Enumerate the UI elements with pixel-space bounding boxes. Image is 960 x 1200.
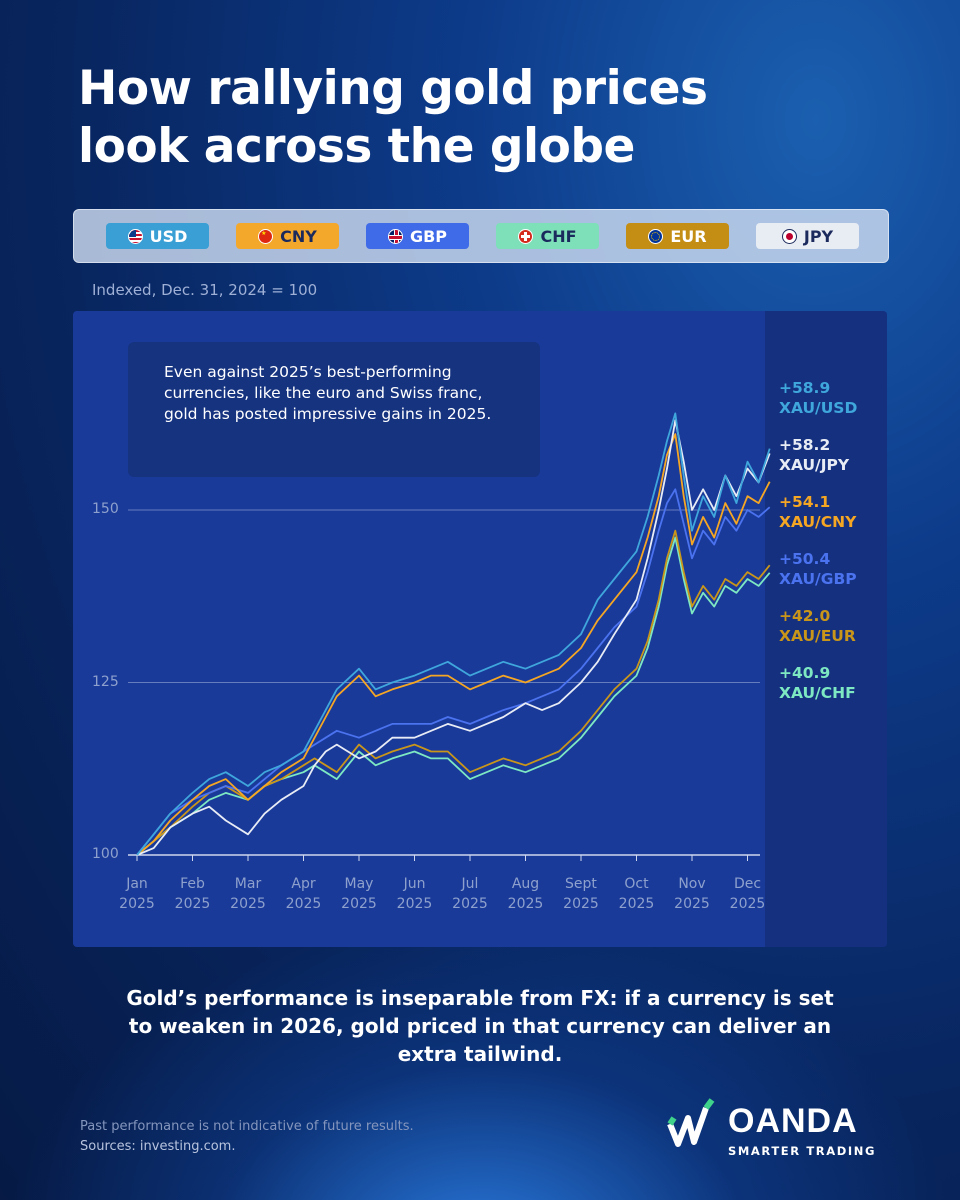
end-label-xau-cny: +54.1 XAU/CNY (779, 492, 856, 532)
end-value: +50.4 (779, 550, 831, 568)
end-value: +42.0 (779, 607, 831, 625)
series-line-xau-gbp (136, 488, 771, 856)
disclaimer-text: Past performance is not indicative of fu… (80, 1119, 414, 1134)
y-tick-label: 125 (92, 673, 119, 690)
series-name: XAU/CNY (779, 513, 857, 531)
page-title: How rallying gold prices look across the… (78, 60, 878, 176)
legend-chip-eur[interactable]: EUR (626, 223, 729, 249)
y-tick-label: 100 (92, 846, 119, 862)
chart-end-labels-panel (765, 311, 887, 947)
series-name: XAU/JPY (779, 456, 850, 474)
logo-wordmark: OANDA (728, 1102, 858, 1140)
legend-label: CHF (540, 226, 577, 246)
series-line-xau-eur (136, 529, 771, 856)
logo-tagline: SMARTER TRADING (728, 1144, 877, 1158)
series-line-xau-chf (136, 536, 771, 856)
legend-chip-cny[interactable]: ★ CNY (236, 223, 339, 249)
sources-text: Sources: investing.com. (80, 1139, 236, 1154)
chart-annotation: Even against 2025’s best-performing curr… (128, 342, 540, 477)
series-name: XAU/EUR (779, 627, 856, 645)
legend-label: JPY (803, 226, 834, 246)
end-value: +54.1 (779, 493, 831, 511)
bottom-takeaway: Gold’s performance is inseparable from F… (126, 986, 834, 1066)
chart-subtitle: Indexed, Dec. 31, 2024 = 100 (92, 281, 318, 299)
x-tick-label: Jul 2025 (452, 876, 488, 912)
legend-chip-chf[interactable]: CHF (496, 223, 599, 249)
series-name: XAU/GBP (779, 570, 857, 588)
y-tick-label: 150 (92, 501, 119, 517)
series-name: XAU/CHF (779, 684, 856, 702)
us-flag-icon (127, 228, 143, 244)
x-tick-label: Oct 2025 (618, 876, 655, 912)
currency-legend: USD ★ CNY GBP CHF EUR JPY (73, 209, 889, 263)
end-value: +58.9 (779, 379, 831, 397)
legend-chip-usd[interactable]: USD (106, 223, 209, 249)
title-line-1: How rallying gold prices (78, 61, 708, 116)
disclaimer-block: Past performance is not indicative of fu… (80, 1117, 414, 1157)
oanda-logo[interactable]: OANDA SMARTER TRADING (666, 1094, 886, 1164)
legend-chip-jpy[interactable]: JPY (756, 223, 859, 249)
x-tick-label: Feb 2025 (174, 876, 211, 912)
end-value: +40.9 (779, 664, 831, 682)
x-tick-label: Jan 2025 (119, 876, 155, 912)
x-tick-label: Nov 2025 (674, 876, 710, 912)
x-tick-label: May 2025 (341, 876, 377, 912)
series-line-xau-cny (136, 433, 771, 856)
x-tick-label: Sept 2025 (563, 876, 599, 912)
series-line-xau-jpy (136, 419, 771, 856)
legend-chip-gbp[interactable]: GBP (366, 223, 469, 249)
x-tick-label: Jun 2025 (396, 876, 433, 912)
japan-flag-icon (781, 228, 797, 244)
uk-flag-icon (387, 228, 403, 244)
series-name: XAU/USD (779, 399, 858, 417)
end-label-xau-chf: +40.9 XAU/CHF (779, 663, 856, 703)
x-tick-label: Apr 2025 (285, 876, 322, 912)
x-tick-label: Aug 2025 (507, 876, 544, 912)
end-value: +58.2 (779, 436, 831, 454)
end-label-xau-jpy: +58.2 XAU/JPY (779, 435, 849, 475)
swiss-flag-icon (518, 228, 534, 244)
end-label-xau-gbp: +50.4 XAU/GBP (779, 549, 857, 589)
china-flag-icon: ★ (258, 228, 274, 244)
oanda-logo-icon (667, 1098, 715, 1147)
legend-label: EUR (670, 226, 707, 246)
legend-label: GBP (409, 226, 448, 246)
title-line-2: look across the globe (78, 119, 635, 174)
end-label-xau-usd: +58.9 XAU/USD (779, 378, 857, 418)
legend-label: USD (149, 226, 188, 246)
end-label-xau-eur: +42.0 XAU/EUR (779, 606, 856, 646)
eu-flag-icon (648, 228, 664, 244)
series-line-xau-usd (136, 412, 771, 856)
legend-label: CNY (280, 226, 317, 246)
x-tick-label: Dec 2025 (729, 876, 766, 912)
x-tick-label: Mar 2025 (230, 876, 266, 912)
